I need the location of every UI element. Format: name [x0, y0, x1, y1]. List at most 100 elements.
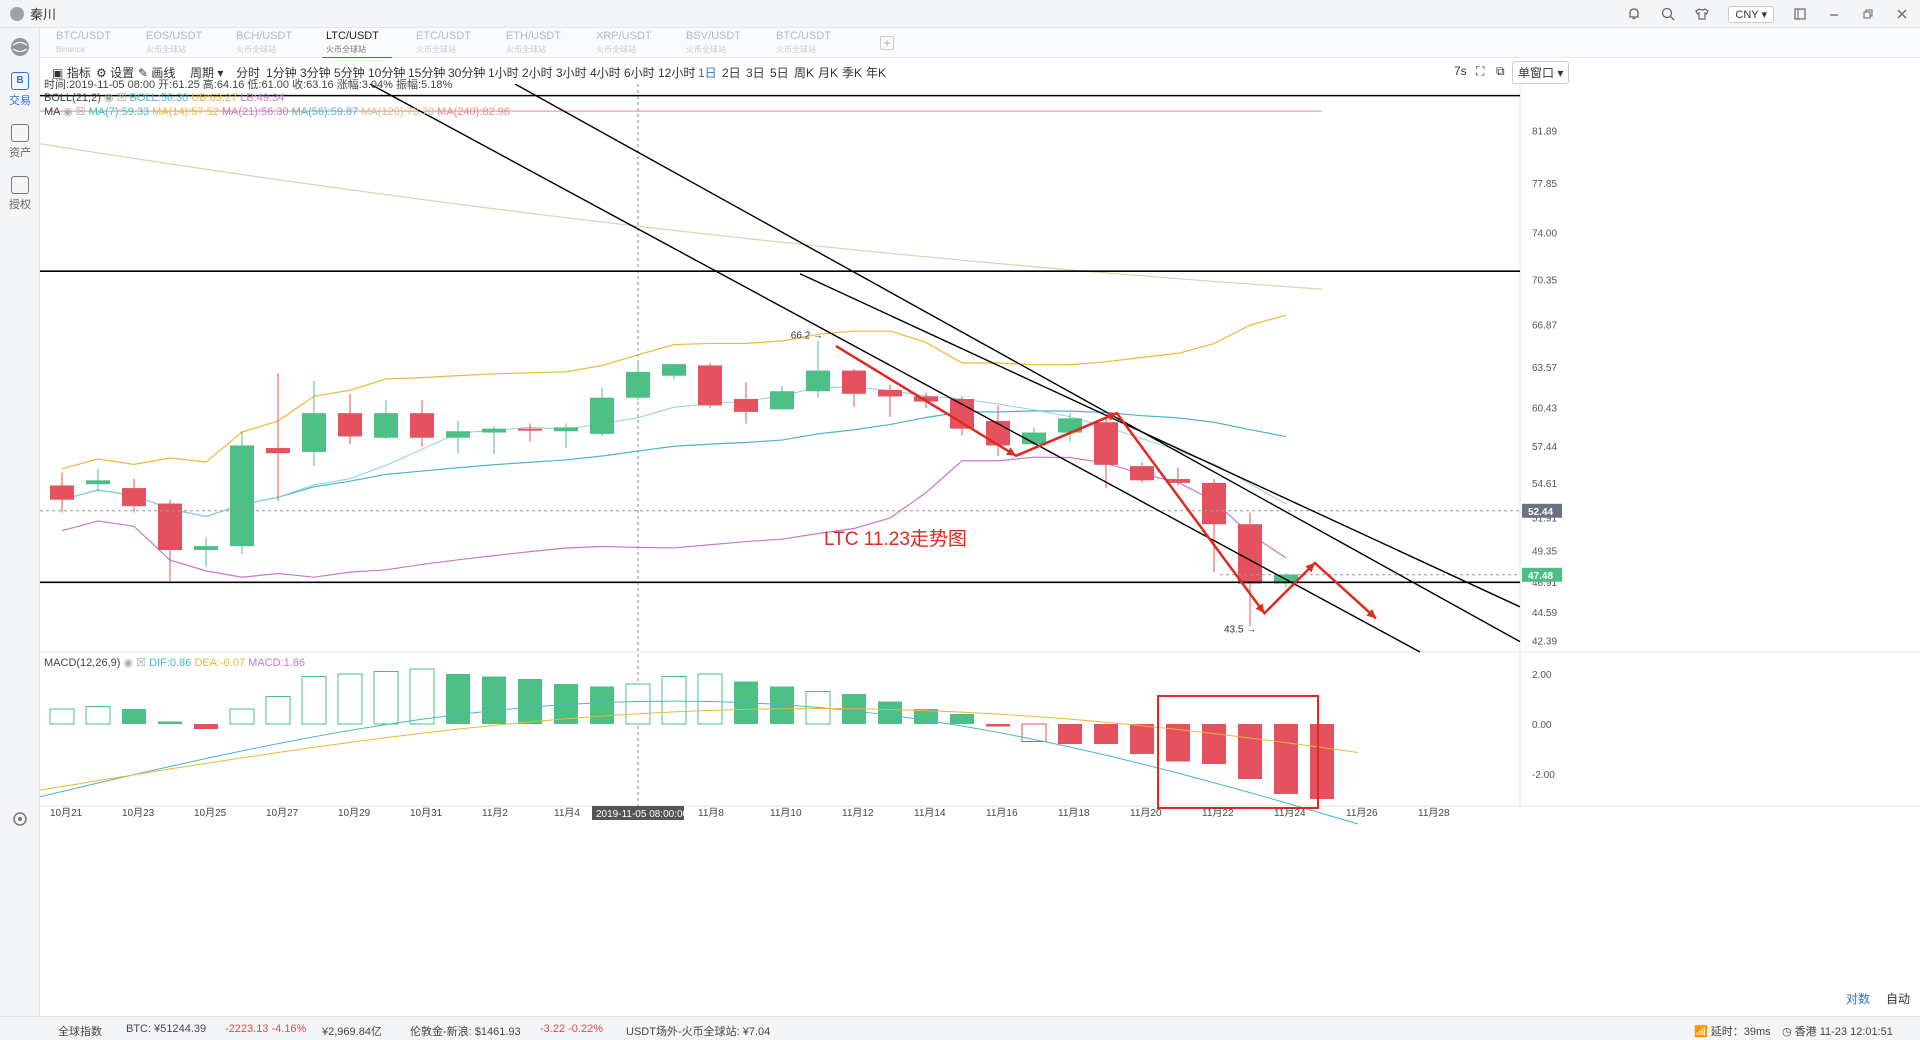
tab-pair-2[interactable]: BCH/USDT 火币全球站 [236, 30, 293, 54]
macd-bar [697, 673, 723, 725]
candle-body [698, 365, 722, 406]
tab-pair-7[interactable]: BSV/USDT 火币全球站 [686, 30, 742, 54]
eye-icon[interactable]: ◉ [123, 657, 134, 669]
candle-body [266, 448, 290, 454]
period-15[interactable]: 3日 [746, 66, 765, 80]
tab-pair-0[interactable]: BTC/USDT Binance [56, 30, 111, 54]
period-19[interactable]: 季K [842, 66, 863, 80]
globe-icon [11, 38, 29, 56]
sidebar-item-auth[interactable]: 授权 [0, 176, 40, 212]
shirt-icon[interactable] [1694, 6, 1710, 22]
chevron-down-icon: ▾ [217, 66, 224, 80]
macd-bar [482, 676, 506, 724]
global-index-label[interactable]: 全球指数 [58, 1026, 102, 1038]
channel-line-1 [369, 84, 1421, 653]
macd-bar [194, 724, 218, 729]
minimize-icon[interactable] [1826, 6, 1842, 22]
period-6[interactable]: 30分钟 [448, 66, 486, 80]
period-10[interactable]: 4小时 [590, 66, 621, 80]
candle-body [1202, 482, 1226, 525]
popout-icon[interactable]: ⧉ [1496, 64, 1505, 78]
candle-body [86, 480, 110, 485]
settings-gear[interactable] [0, 810, 40, 831]
auto-scale-button[interactable]: 自动 [1886, 992, 1911, 1006]
x-tick-17: 11月24 [1274, 807, 1306, 819]
close-icon[interactable]: ☒ [116, 92, 127, 104]
tab-pair-4[interactable]: ETC/USDT 火币全球站 [416, 30, 471, 54]
trend-arrow-path [835, 344, 1377, 620]
draw-button[interactable]: ✎ 画线 [138, 66, 176, 80]
period-0[interactable]: 分时 [236, 66, 261, 80]
fullscreen-icon[interactable]: ⛶ [1476, 64, 1485, 78]
period-5[interactable]: 15分钟 [408, 66, 446, 80]
sidebar-item-assets[interactable]: 资产 [0, 124, 40, 160]
macd-bar [1058, 724, 1082, 744]
period-4[interactable]: 10分钟 [368, 66, 406, 80]
macd-bar [337, 673, 363, 725]
macd-bar [986, 724, 1010, 727]
feedback-icon[interactable] [1792, 6, 1808, 22]
eye-icon[interactable]: ◉ [103, 92, 114, 104]
gear-icon: ⚙ [96, 66, 107, 80]
eye-icon[interactable]: ◉ [62, 106, 73, 118]
period-16[interactable]: 5日 [770, 66, 789, 80]
candle-body [1094, 422, 1118, 465]
y-tick-8: 54.61 [1532, 479, 1557, 490]
tab-pair-3[interactable]: LTC/USDT 火币全球站 [310, 30, 400, 59]
period-2[interactable]: 3分钟 [300, 66, 331, 80]
candle-body [1022, 432, 1046, 445]
pair-tabs: BTC/USDT Binance EOS/USDT 火币全球站 BCH/USDT 火币… [40, 28, 1920, 59]
tab-pair-5[interactable]: ETH/USDT 火币全球站 [506, 30, 561, 54]
bell-icon[interactable] [1626, 6, 1642, 22]
period-17[interactable]: 周K [794, 66, 815, 80]
close-icon[interactable]: ☒ [136, 657, 147, 669]
close-icon[interactable] [1894, 6, 1910, 22]
pencil-icon: ✎ [138, 66, 149, 80]
sidebar-item-globe[interactable] [0, 36, 40, 61]
period-20[interactable]: 年K [866, 66, 887, 80]
macd-bar [950, 714, 974, 724]
tab-pair-8[interactable]: BTC/USDT 火币全球站 [776, 30, 831, 54]
gear-icon [13, 812, 27, 826]
period-3[interactable]: 5分钟 [334, 66, 365, 80]
log-scale-button[interactable]: 对数 [1846, 992, 1871, 1006]
period-14[interactable]: 2日 [722, 66, 741, 80]
y-tick-11: 46.91 [1532, 578, 1557, 589]
tab-pair-1[interactable]: EOS/USDT 火币全球站 [146, 30, 203, 54]
period-7[interactable]: 1小时 [488, 66, 519, 80]
period-dropdown[interactable]: 周期 ▾ [190, 66, 224, 80]
period-11[interactable]: 6小时 [624, 66, 655, 80]
x-tick-0: 10月21 [50, 807, 83, 819]
period-9[interactable]: 3小时 [556, 66, 587, 80]
y-tick-1: 77.85 [1532, 179, 1557, 190]
candle-body [1238, 524, 1262, 584]
candle-body [410, 413, 434, 438]
kline-chart[interactable]: 81.89 77.85 74.00 70.35 66.87 63.57 60.43 57.44… [40, 84, 1920, 1016]
window-mode-select[interactable]: 单窗口 ▾ [1512, 61, 1570, 84]
settings-button[interactable]: ⚙ 设置 [96, 66, 135, 80]
btc-change: -2223.13 -4.16% [225, 1023, 307, 1035]
candle-body [1166, 479, 1190, 483]
sidebar-item-trade[interactable]: B 交易 [0, 72, 40, 108]
macd-bar [49, 708, 75, 725]
indicator-button[interactable]: ▣ 指标 [52, 66, 91, 80]
user-profile[interactable]: 秦川 [0, 4, 56, 23]
legend-boll-mid: BOLL:56.30 [129, 92, 189, 104]
add-tab-button[interactable]: + [880, 36, 894, 50]
tab-pair-6[interactable]: XRP/USDT 火币全球站 [596, 30, 652, 54]
period-13[interactable]: 1日 [698, 66, 717, 80]
refresh-interval[interactable]: 7s [1454, 64, 1467, 78]
y-tick-7: 57.44 [1532, 442, 1557, 453]
close-icon[interactable]: ☒ [75, 106, 86, 118]
clock-icon: ◷ [1782, 1026, 1792, 1038]
channel-line-3 [799, 273, 1521, 608]
currency-select[interactable]: CNY ▾ [1728, 5, 1774, 23]
search-icon[interactable] [1660, 6, 1676, 22]
restore-icon[interactable] [1860, 6, 1876, 22]
macd-dif-line [40, 700, 1359, 825]
period-8[interactable]: 2小时 [522, 66, 553, 80]
period-1[interactable]: 1分钟 [266, 66, 297, 80]
period-18[interactable]: 月K [818, 66, 839, 80]
server-time: ◷ 香港 11-23 12:01:51 [1782, 1026, 1893, 1038]
period-12[interactable]: 12小时 [658, 66, 696, 80]
